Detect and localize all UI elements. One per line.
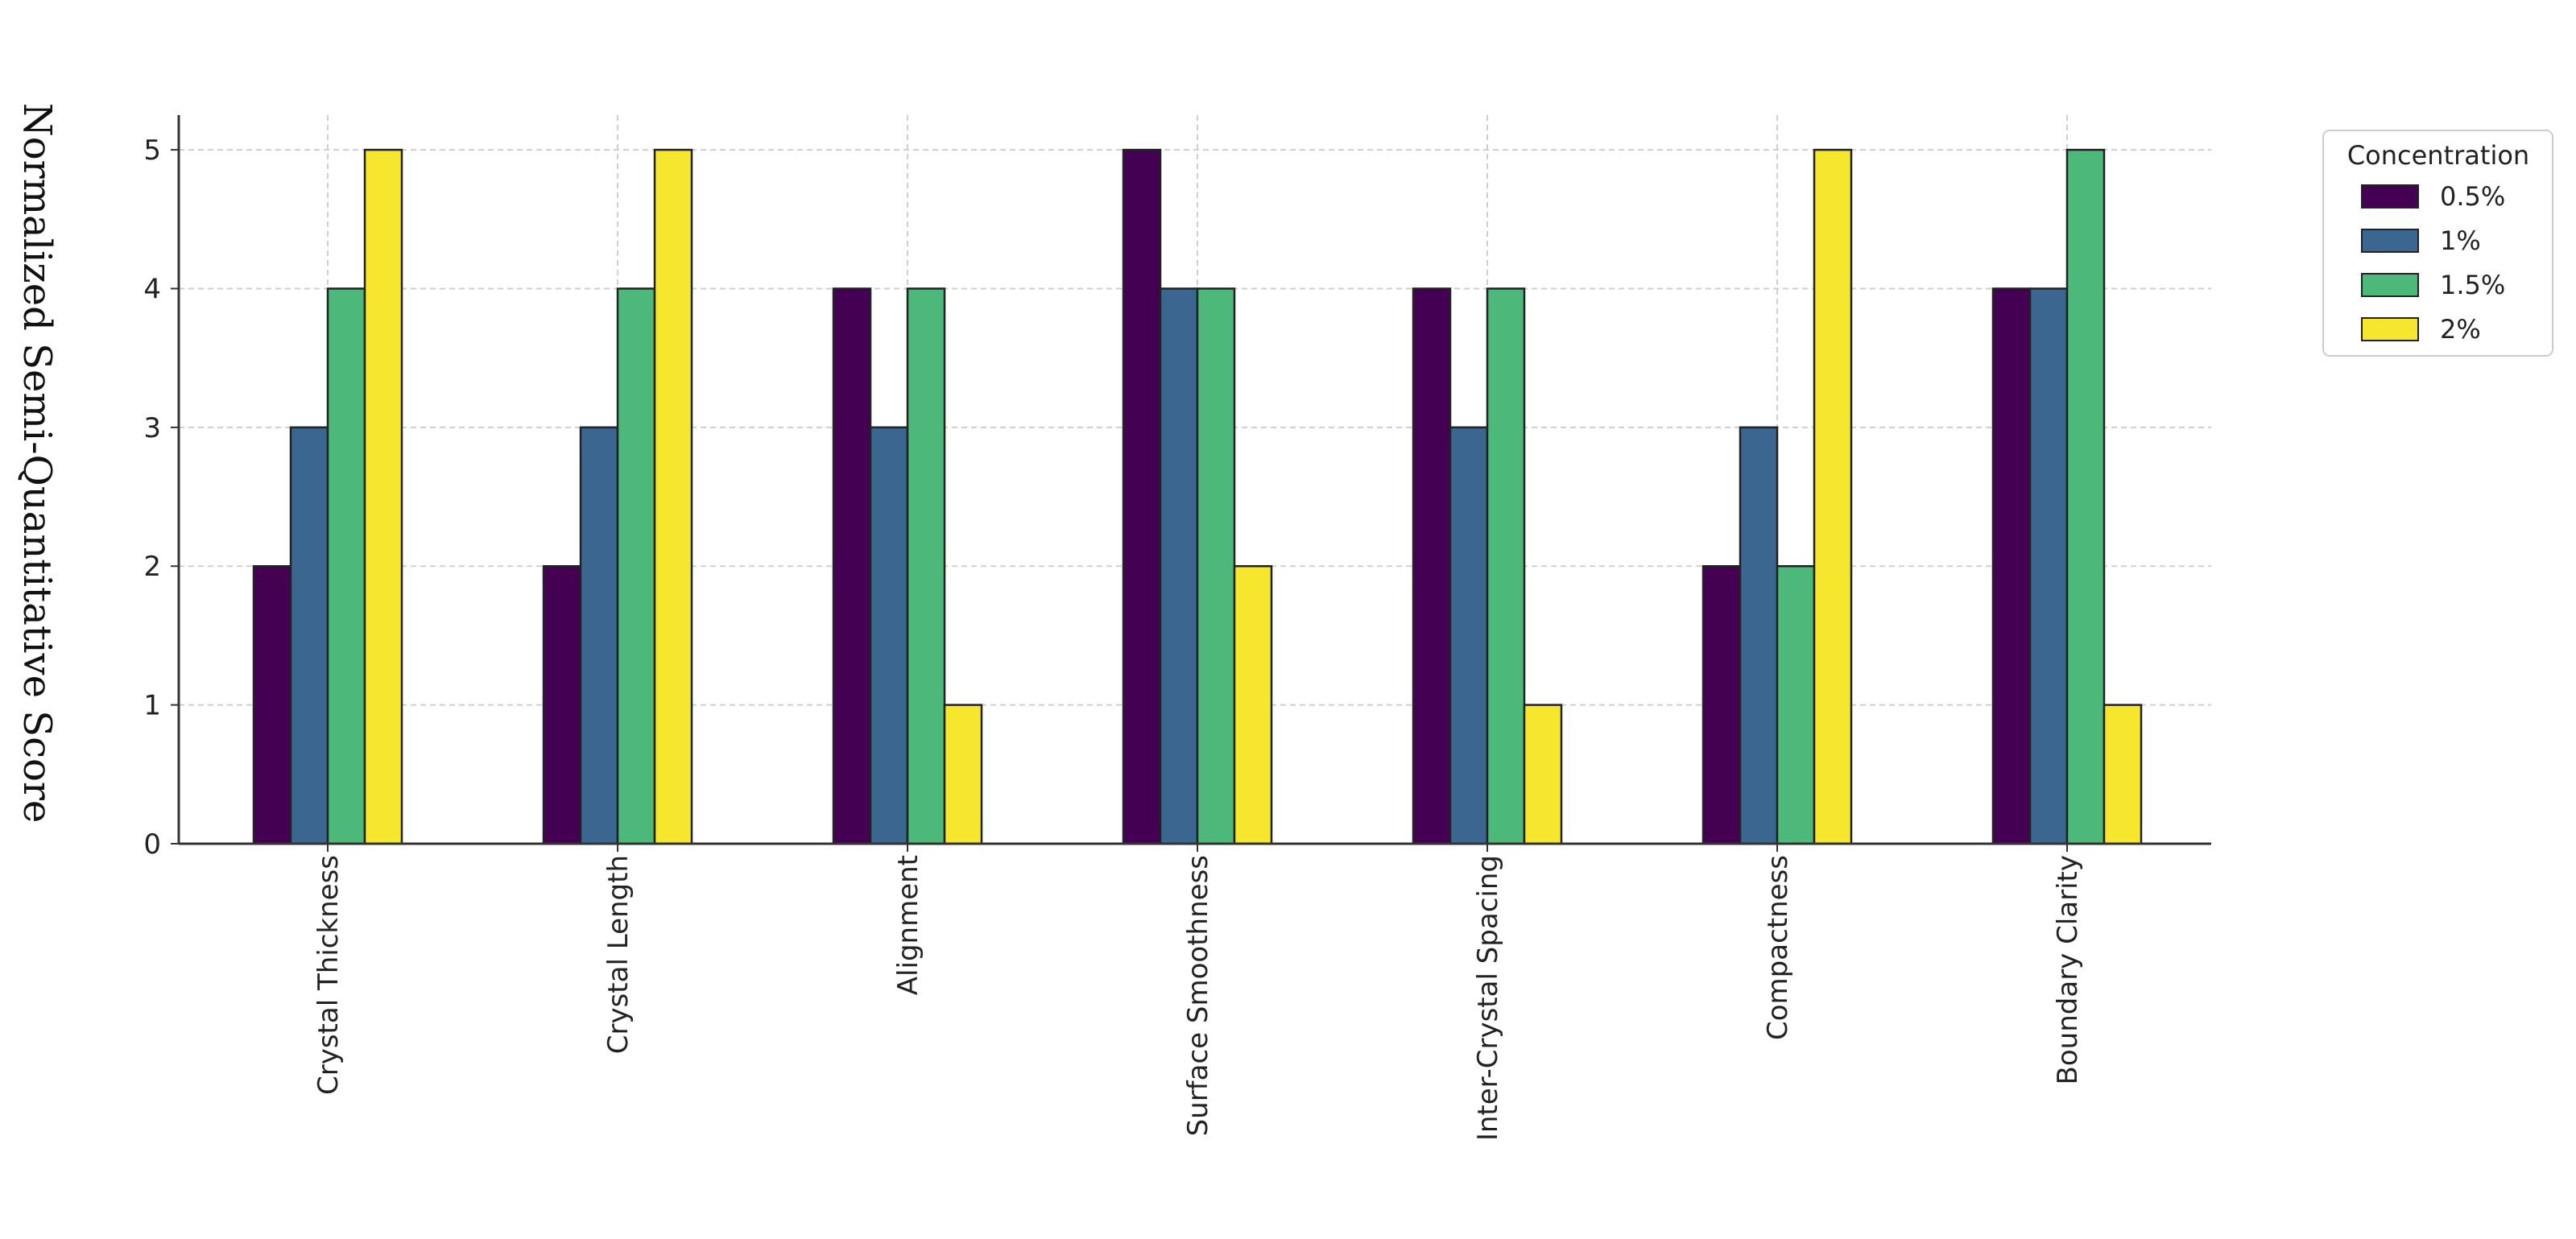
- bar-alignment-1: [869, 426, 909, 845]
- bar-crystal-length-2: [653, 148, 693, 845]
- bar-surface-smoothness-0-5: [1122, 148, 1162, 845]
- y-tick-label: 1: [143, 690, 161, 722]
- axes: [177, 115, 2211, 845]
- legend-label-2: 2%: [2440, 314, 2481, 345]
- bar-alignment-0-5: [832, 287, 872, 845]
- y-tick-labels: 0 1 2 3 4 5: [143, 134, 179, 861]
- y-axis-label: Normalized Semi-Quantitative Score: [14, 103, 60, 824]
- bar-compactness-0-5: [1701, 564, 1742, 845]
- bar-inter-crystal-spacing-0-5: [1412, 287, 1452, 845]
- x-tick-label-crystal-thickness: Crystal Thickness: [312, 855, 345, 1095]
- bar-alignment-2: [943, 704, 983, 845]
- legend-swatch-2: [2361, 317, 2419, 341]
- x-tick-label-surface-smoothness: Surface Smoothness: [1182, 855, 1214, 1136]
- x-tick-label-inter-crystal-spacing: Inter-Crystal Spacing: [1472, 855, 1504, 1141]
- y-tick-label: 4: [143, 273, 161, 305]
- legend-swatch-1-5: [2361, 273, 2419, 297]
- bar-crystal-thickness-0-5: [252, 564, 292, 845]
- bar-crystal-length-1: [579, 426, 619, 845]
- legend-swatch-0-5: [2361, 184, 2419, 209]
- bar-inter-crystal-spacing-1: [1449, 426, 1489, 845]
- bar-crystal-thickness-1: [289, 426, 329, 845]
- bar-compactness-1: [1739, 426, 1779, 845]
- legend-label-1-5: 1.5%: [2440, 270, 2505, 300]
- x-tick-label-alignment: Alignment: [892, 855, 924, 995]
- bar-boundary-clarity-1: [2028, 287, 2069, 845]
- bar-compactness-1-5: [1776, 564, 1816, 845]
- bar-compactness-2: [1813, 148, 1853, 845]
- y-tick-label: 5: [143, 134, 161, 167]
- bar-boundary-clarity-0-5: [1991, 287, 2032, 845]
- bar-boundary-clarity-1-5: [2065, 148, 2106, 845]
- legend-label-1: 1%: [2440, 225, 2481, 256]
- bar-surface-smoothness-1: [1159, 287, 1199, 845]
- y-tick-label: 2: [143, 551, 161, 583]
- x-tick-label-compactness: Compactness: [1762, 855, 1794, 1040]
- y-tick-label: 0: [143, 828, 161, 861]
- legend: Concentration 0.5% 1% 1.5% 2%: [2322, 130, 2553, 357]
- bar-crystal-length-0-5: [542, 564, 582, 845]
- bar-boundary-clarity-2: [2103, 704, 2143, 845]
- bar-inter-crystal-spacing-1-5: [1486, 287, 1526, 845]
- bar-crystal-length-1-5: [616, 287, 656, 845]
- x-tick-label-boundary-clarity: Boundary Clarity: [2052, 855, 2084, 1084]
- bar-crystal-thickness-1-5: [326, 287, 366, 845]
- y-tick-label: 3: [143, 412, 161, 444]
- bar-inter-crystal-spacing-2: [1523, 704, 1563, 845]
- legend-title: Concentration: [2347, 140, 2529, 171]
- bars: [252, 148, 2143, 845]
- bar-surface-smoothness-2: [1233, 564, 1273, 845]
- bar-surface-smoothness-1-5: [1196, 287, 1236, 845]
- x-tick-labels: Crystal Thickness Crystal Length Alignment…: [312, 844, 2084, 1141]
- bar-alignment-1-5: [906, 287, 946, 845]
- legend-label-0-5: 0.5%: [2440, 181, 2505, 212]
- bar-crystal-thickness-2: [363, 148, 403, 845]
- x-tick-label-crystal-length: Crystal Length: [602, 855, 635, 1054]
- legend-items: 0.5% 1% 1.5% 2%: [2361, 181, 2505, 345]
- legend-swatch-1: [2361, 229, 2419, 253]
